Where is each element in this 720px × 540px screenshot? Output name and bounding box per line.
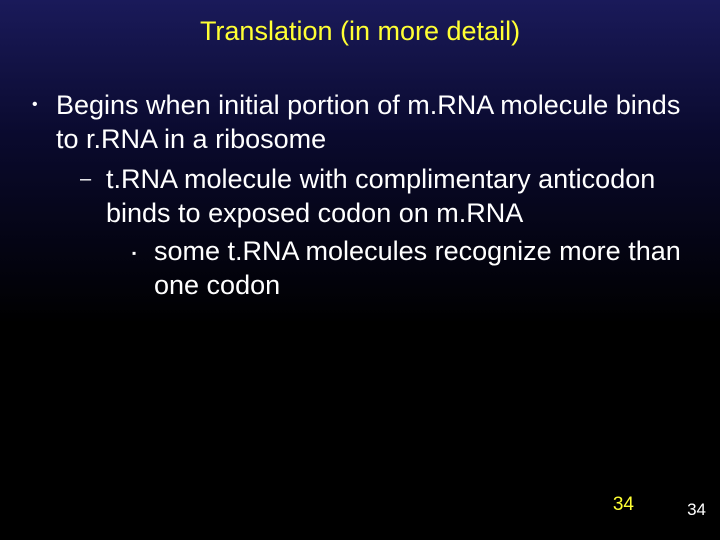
- slide-body: • Begins when initial portion of m.RNA m…: [28, 88, 692, 302]
- bullet-square-icon: ▪: [132, 234, 154, 270]
- bullet-text: Begins when initial portion of m.RNA mol…: [56, 88, 692, 156]
- bullet-text: t.RNA molecule with complimentary antico…: [106, 162, 692, 230]
- page-number-inner: 34: [613, 494, 634, 516]
- bullet-text: some t.RNA molecules recognize more than…: [154, 234, 692, 302]
- bullet-dash-icon: –: [80, 162, 106, 196]
- bullet-level-1: • Begins when initial portion of m.RNA m…: [28, 88, 692, 156]
- bullet-level-2: – t.RNA molecule with complimentary anti…: [80, 162, 692, 230]
- page-number-outer: 34: [687, 500, 706, 520]
- slide: Translation (in more detail) • Begins wh…: [0, 0, 720, 540]
- slide-title: Translation (in more detail): [0, 16, 720, 47]
- bullet-dot-icon: •: [28, 88, 56, 122]
- bullet-level-3: ▪ some t.RNA molecules recognize more th…: [132, 234, 692, 302]
